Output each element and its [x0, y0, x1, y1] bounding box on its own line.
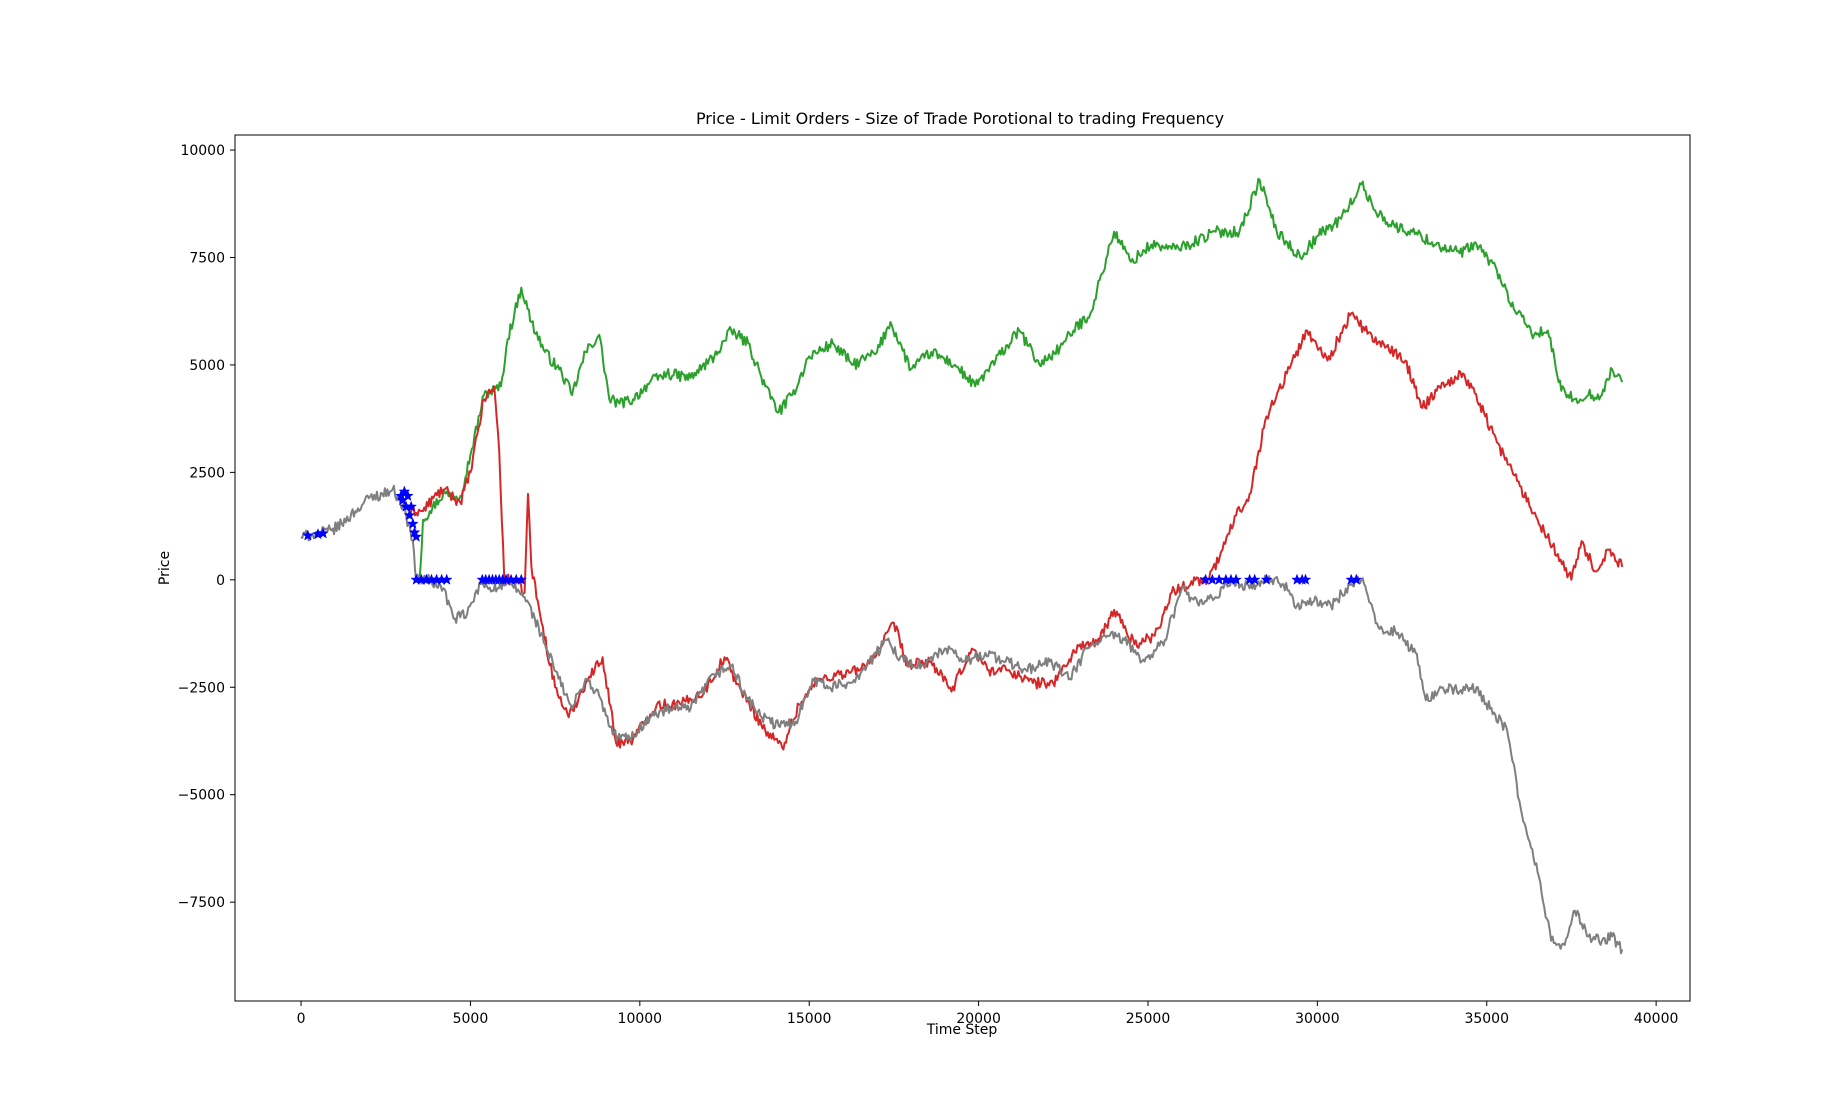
x-tick-label: 5000 — [453, 1011, 489, 1027]
trade-marker — [405, 500, 418, 512]
series-line-3 — [300, 484, 1624, 955]
y-axis: −7500 −5000 −2500 0 2500 5000 7500 10000 — [178, 143, 235, 911]
trade-marker — [398, 485, 411, 497]
trade-marker — [401, 489, 414, 502]
trade-marker — [1260, 573, 1273, 585]
series-line-1 — [418, 177, 1624, 580]
chart-title: Price - Limit Orders - Size of Trade Por… — [696, 109, 1224, 128]
y-tick-label: −5000 — [178, 788, 225, 804]
x-tick-label: 10000 — [618, 1011, 663, 1027]
series-line-2 — [408, 311, 1624, 751]
plot-frame — [234, 134, 1691, 1002]
trade-marker — [410, 530, 423, 542]
y-tick-label: 7500 — [189, 250, 225, 266]
x-tick-label: 35000 — [1464, 1011, 1509, 1027]
marker-layer — [301, 485, 1363, 585]
y-tick-label: 2500 — [189, 465, 225, 481]
trade-marker — [1248, 573, 1261, 585]
trade-marker — [406, 517, 419, 530]
y-tick-label: 0 — [216, 573, 225, 589]
y-tick-label: 5000 — [189, 358, 225, 374]
x-tick-label: 40000 — [1634, 1011, 1679, 1027]
y-tick-label: −2500 — [178, 680, 225, 696]
y-tick-label: −7500 — [178, 895, 225, 911]
x-tick-label: 0 — [297, 1011, 306, 1027]
x-tick-label: 15000 — [787, 1011, 832, 1027]
trade-marker — [440, 573, 453, 585]
y-tick-label: 10000 — [180, 143, 225, 159]
trade-marker — [1350, 573, 1363, 585]
series-layer — [300, 177, 1624, 955]
x-axis: 0 5000 10000 15000 20000 25000 30000 35000 40000 — [297, 1001, 1679, 1027]
y-axis-label: Price — [157, 551, 173, 585]
trade-marker — [403, 509, 416, 521]
x-tick-label: 20000 — [956, 1011, 1001, 1027]
trade-marker — [1230, 573, 1243, 585]
x-tick-label: 30000 — [1295, 1011, 1340, 1027]
trade-marker — [1299, 573, 1312, 585]
trade-marker — [301, 529, 314, 541]
trade-marker — [317, 527, 329, 539]
trade-marker — [515, 573, 528, 585]
x-axis-label: Time Step — [926, 1022, 998, 1038]
x-tick-label: 25000 — [1126, 1011, 1171, 1027]
